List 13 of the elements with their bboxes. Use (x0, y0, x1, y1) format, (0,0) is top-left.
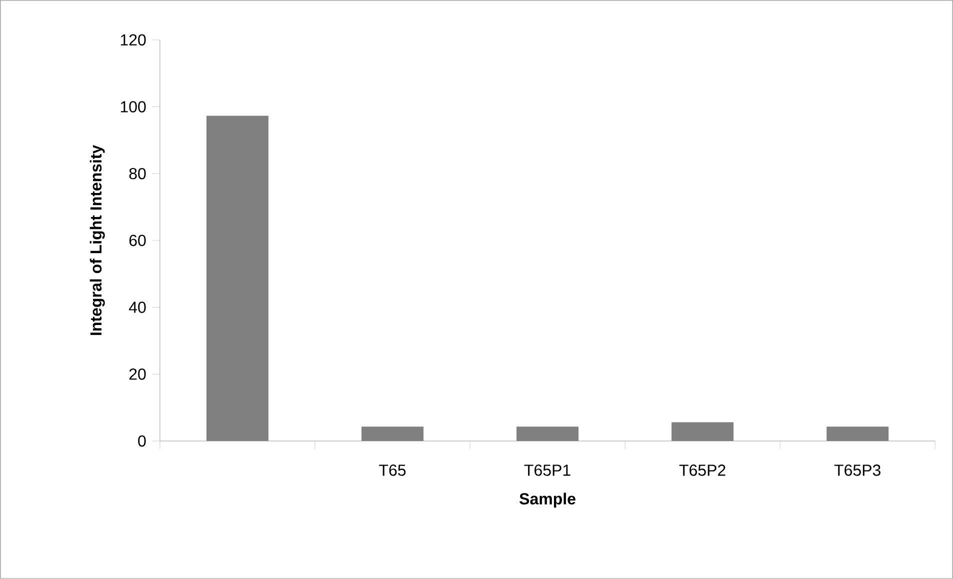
y-tick-label: 40 (128, 302, 146, 313)
y-tick-label: 80 (129, 168, 146, 180)
x-tick-label: T65P2 (679, 464, 726, 476)
y-axis-title: Integral of Light Intensity (90, 144, 105, 335)
x-tick-label: T65P3 (834, 464, 880, 476)
y-tick-label: 60 (129, 234, 146, 246)
x-tick-label: T65 (379, 464, 406, 476)
y-tick-label: 100 (120, 101, 146, 112)
y-tick-label: 120 (120, 34, 146, 46)
y-tick-label: 0 (138, 435, 146, 447)
y-tick-label: 20 (129, 368, 146, 380)
x-axis-title: Sample (520, 492, 576, 508)
x-tick-label: T65P1 (524, 464, 570, 476)
